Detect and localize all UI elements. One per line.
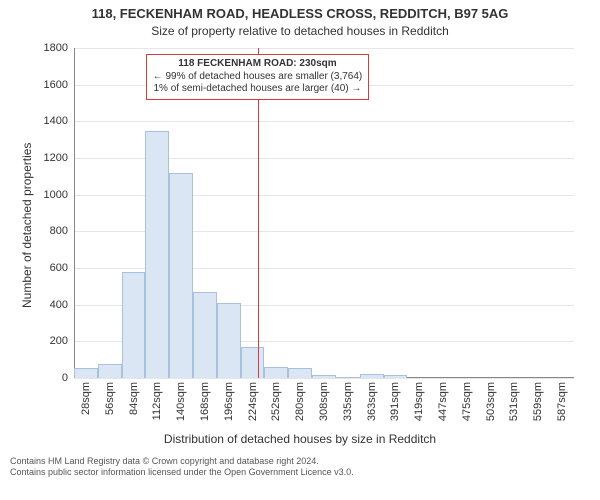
chart-title: 118, FECKENHAM ROAD, HEADLESS CROSS, RED…: [0, 6, 600, 21]
x-tick-label: 140sqm: [175, 378, 187, 421]
y-tick-label: 0: [62, 372, 74, 384]
grid-line: [74, 48, 574, 49]
y-axis-line: [74, 48, 75, 378]
x-tick-label: 363sqm: [366, 378, 378, 421]
attribution-footer: Contains HM Land Registry data © Crown c…: [10, 456, 354, 478]
x-tick-label: 28sqm: [80, 378, 92, 415]
x-tick-label: 391sqm: [389, 378, 401, 421]
y-tick-label: 1800: [44, 42, 74, 54]
footer-line-1: Contains HM Land Registry data © Crown c…: [10, 456, 354, 467]
histogram-bar: [241, 347, 265, 378]
x-tick-label: 84sqm: [128, 378, 140, 415]
histogram-bar: [145, 131, 169, 378]
x-tick-label: 280sqm: [294, 378, 306, 421]
y-axis-label: Number of detached properties: [20, 143, 34, 308]
x-tick-label: 335sqm: [342, 378, 354, 421]
x-tick-label: 56sqm: [104, 378, 116, 415]
plot-area: 02004006008001000120014001600180028sqm56…: [74, 48, 574, 378]
x-tick-label: 447sqm: [437, 378, 449, 421]
x-tick-label: 419sqm: [413, 378, 425, 421]
y-tick-label: 1200: [44, 152, 74, 164]
grid-line: [74, 121, 574, 122]
reference-callout: 118 FECKENHAM ROAD: 230sqm← 99% of detac…: [146, 54, 370, 100]
histogram-bar: [74, 368, 98, 378]
y-tick-label: 1600: [44, 79, 74, 91]
y-tick-label: 600: [50, 262, 74, 274]
x-tick-label: 559sqm: [532, 378, 544, 421]
histogram-bar: [169, 173, 193, 378]
callout-line-3: 1% of semi-detached houses are larger (4…: [153, 83, 363, 96]
histogram-bar: [122, 272, 146, 378]
callout-line-1: 118 FECKENHAM ROAD: 230sqm: [153, 58, 363, 71]
y-tick-label: 1000: [44, 189, 74, 201]
x-tick-label: 475sqm: [461, 378, 473, 421]
y-tick-label: 400: [50, 299, 74, 311]
histogram-bar: [217, 303, 241, 378]
x-tick-label: 252sqm: [270, 378, 282, 421]
histogram-bar: [98, 364, 122, 378]
x-tick-label: 112sqm: [151, 378, 163, 420]
histogram-bar: [288, 368, 312, 378]
chart-frame: 118, FECKENHAM ROAD, HEADLESS CROSS, RED…: [0, 0, 600, 500]
x-tick-label: 308sqm: [318, 378, 330, 421]
histogram-bar: [193, 292, 217, 378]
x-tick-label: 196sqm: [223, 378, 235, 421]
callout-line-2: ← 99% of detached houses are smaller (3,…: [153, 71, 363, 84]
y-tick-label: 800: [50, 225, 74, 237]
x-tick-label: 503sqm: [485, 378, 497, 421]
x-tick-label: 531sqm: [508, 378, 520, 421]
x-axis-label: Distribution of detached houses by size …: [0, 432, 600, 446]
x-tick-label: 587sqm: [556, 378, 568, 421]
y-tick-label: 200: [50, 335, 74, 347]
chart-subtitle: Size of property relative to detached ho…: [0, 24, 600, 38]
histogram-bar: [264, 367, 288, 378]
x-tick-label: 224sqm: [247, 378, 259, 421]
footer-line-2: Contains public sector information licen…: [10, 467, 354, 478]
y-tick-label: 1400: [44, 115, 74, 127]
x-tick-label: 168sqm: [199, 378, 211, 421]
